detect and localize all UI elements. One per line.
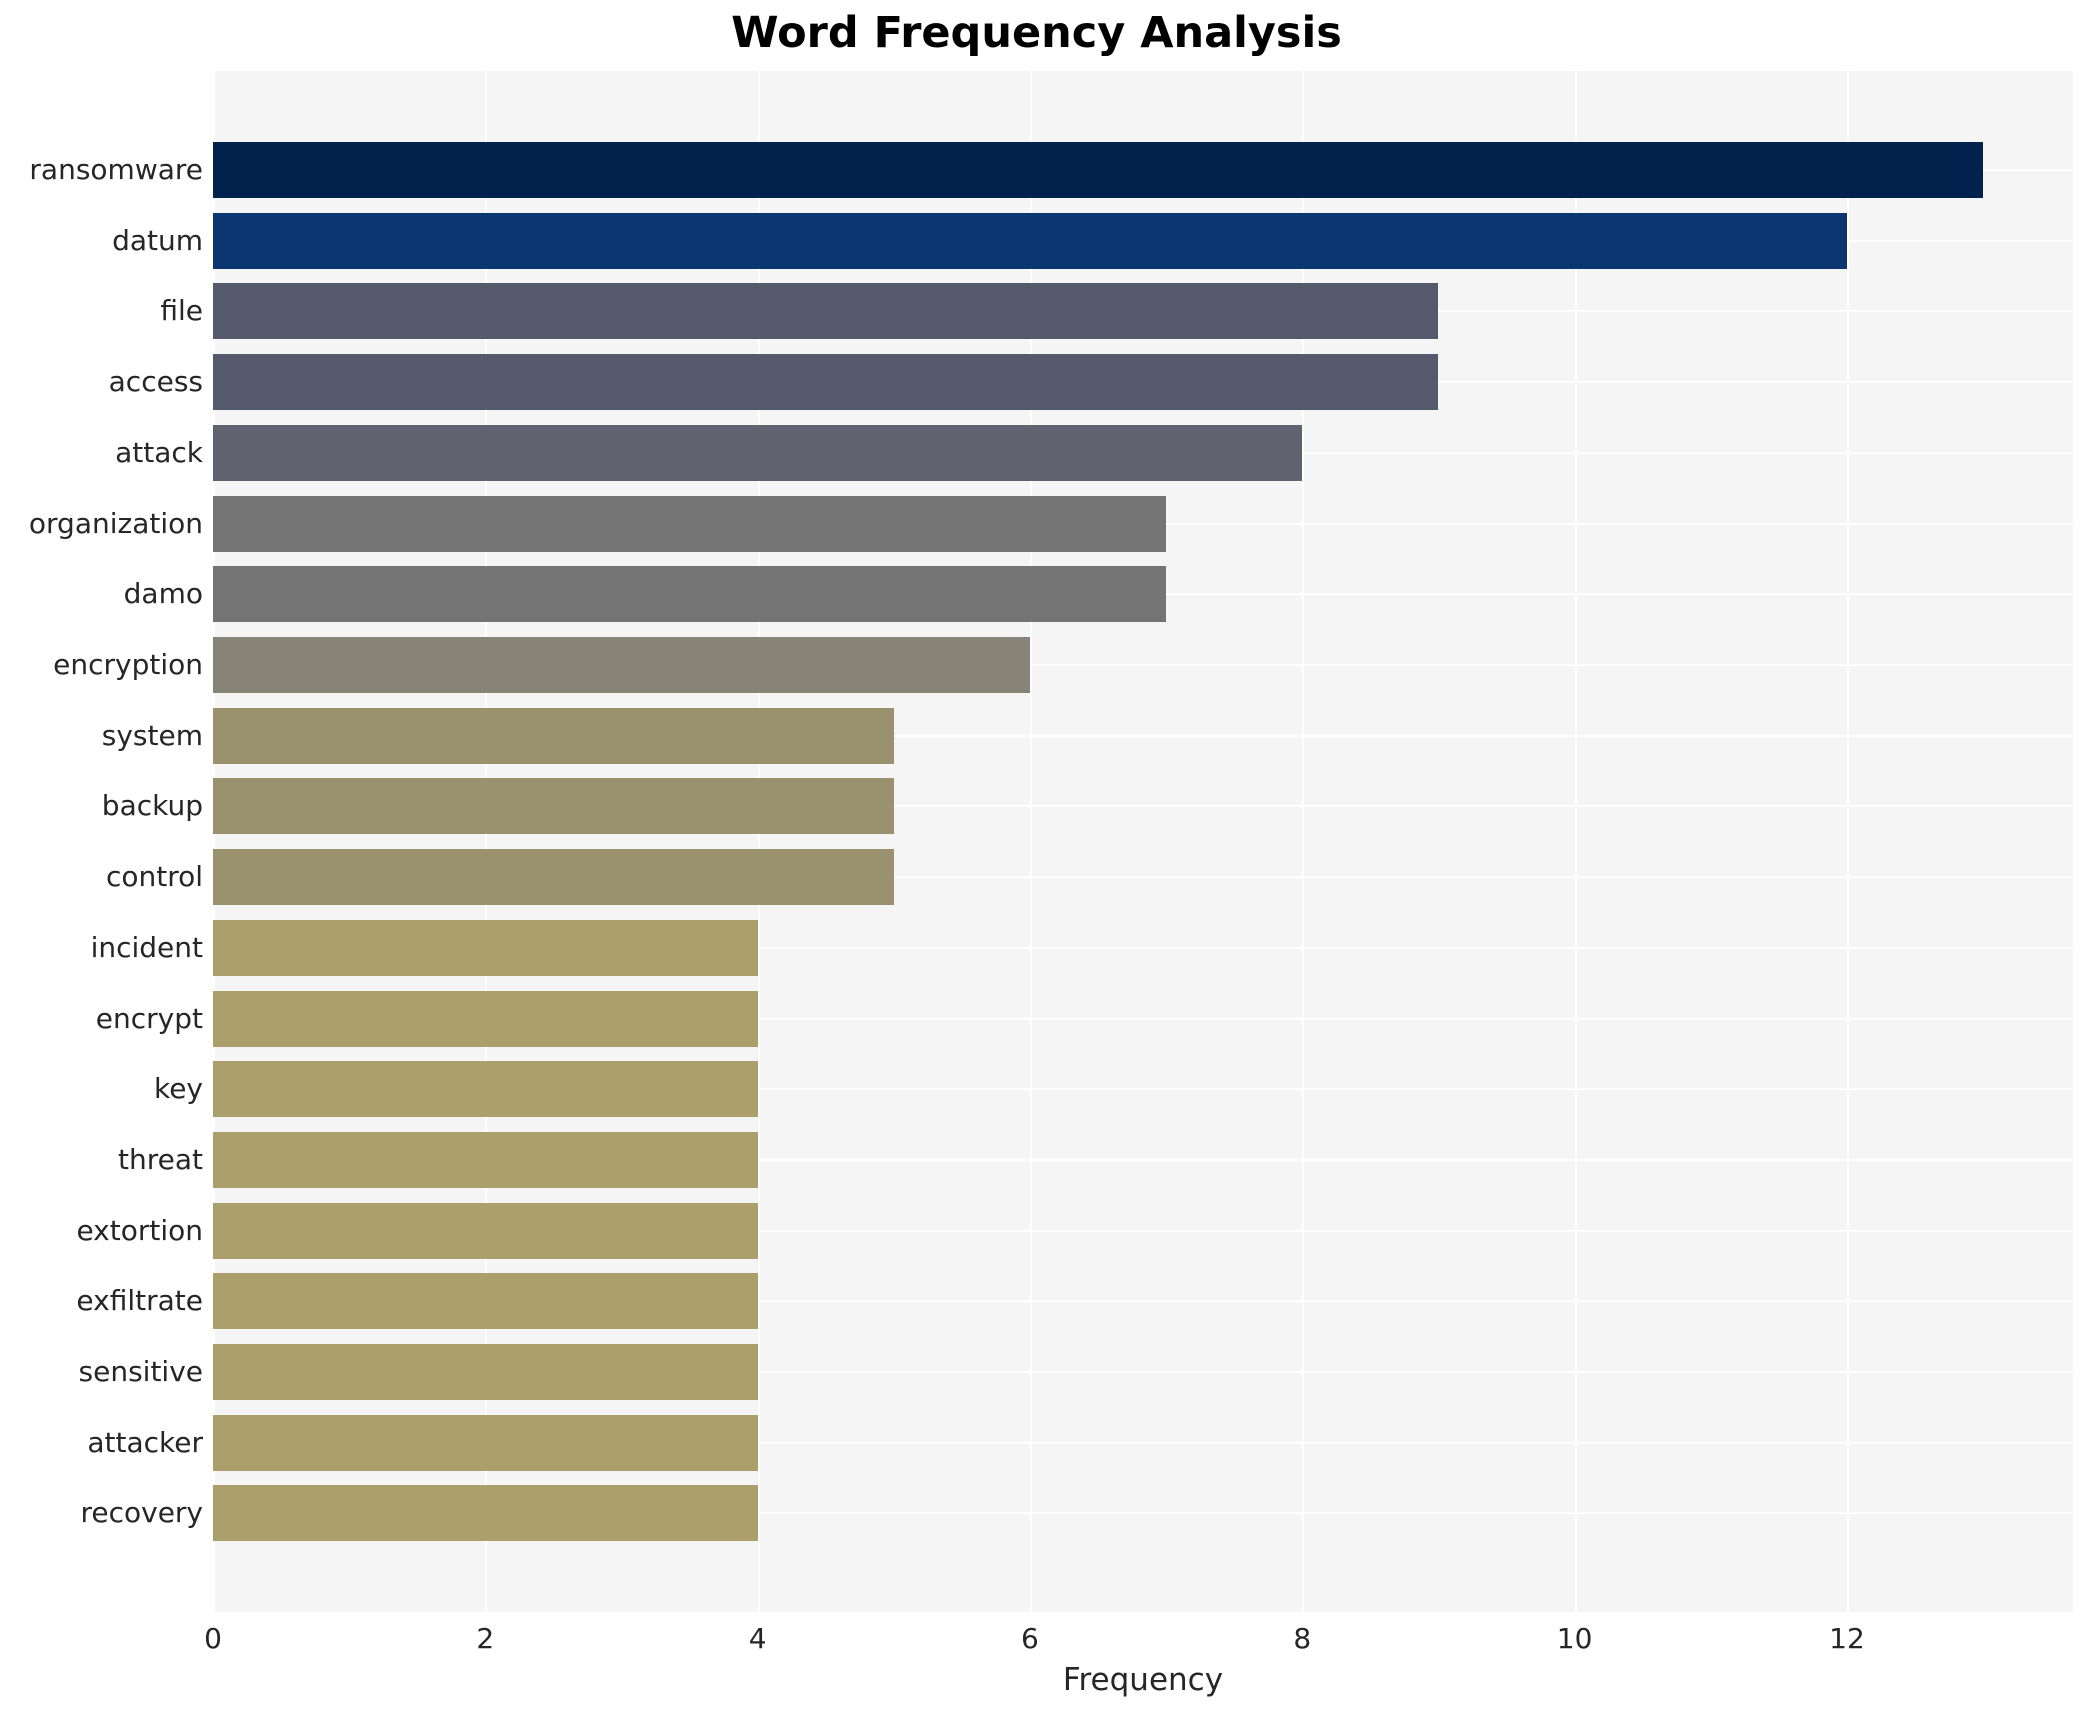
y-label-system: system (101, 718, 203, 752)
bar-key (213, 1061, 758, 1118)
y-label-recovery: recovery (80, 1496, 203, 1530)
vertical-gridline (1574, 71, 1577, 1612)
bar-datum (213, 212, 1847, 269)
bar-exfiltrate (213, 1273, 758, 1330)
horizontal-gridline (213, 734, 2073, 737)
y-label-ransomware: ransomware (29, 153, 203, 186)
vertical-gridline (1302, 71, 1305, 1612)
y-label-damo: damo (123, 577, 203, 611)
y-label-encrypt: encrypt (95, 1001, 203, 1035)
x-tick-10: 10 (1556, 1622, 1593, 1655)
bar-damo (213, 566, 1167, 623)
y-label-extortion: extortion (76, 1213, 203, 1247)
horizontal-gridline (213, 876, 2073, 879)
vertical-gridline (757, 71, 760, 1612)
x-axis-title: Frequency (1062, 1662, 1224, 1698)
horizontal-gridline (213, 1441, 2073, 1444)
y-label-key: key (153, 1072, 203, 1106)
vertical-gridline (485, 71, 488, 1612)
horizontal-gridline (213, 946, 2073, 949)
x-tick-6: 6 (1021, 1622, 1039, 1655)
horizontal-gridline (213, 1017, 2073, 1020)
x-tick-4: 4 (748, 1622, 767, 1655)
y-label-exfiltrate: exfiltrate (76, 1284, 203, 1318)
y-label-access: access (108, 365, 203, 399)
bar-encryption (213, 636, 1030, 693)
x-tick-8: 8 (1293, 1622, 1312, 1655)
y-label-encryption: encryption (53, 647, 203, 681)
bar-extortion (213, 1202, 758, 1259)
horizontal-gridline (213, 663, 2073, 666)
horizontal-gridline (213, 1512, 2073, 1515)
vertical-gridline (1029, 71, 1032, 1612)
y-label-threat: threat (118, 1142, 203, 1176)
y-label-attack: attack (115, 435, 203, 469)
bar-system (213, 707, 894, 764)
plot-area (213, 71, 2073, 1612)
y-label-file: file (160, 294, 203, 328)
bar-access (213, 354, 1439, 411)
y-label-control: control (105, 860, 203, 894)
y-label-backup: backup (101, 789, 203, 823)
horizontal-gridline (213, 1088, 2073, 1091)
bar-attack (213, 424, 1303, 481)
horizontal-gridline (213, 1371, 2073, 1374)
bar-file (213, 283, 1439, 340)
y-label-incident: incident (90, 930, 203, 964)
bar-attacker (213, 1414, 758, 1471)
vertical-gridline (213, 71, 215, 1612)
chart-title: Word Frequency Analysis (731, 8, 1342, 58)
vertical-gridline (1846, 71, 1849, 1612)
x-tick-12: 12 (1829, 1622, 1865, 1655)
horizontal-gridline (213, 1300, 2073, 1303)
x-tick-0: 0 (204, 1622, 222, 1655)
bar-threat (213, 1131, 758, 1188)
y-label-attacker: attacker (87, 1425, 203, 1459)
horizontal-gridline (213, 1229, 2073, 1232)
bar-ransomware (213, 142, 1984, 198)
x-tick-2: 2 (476, 1622, 495, 1655)
bar-backup (213, 778, 894, 835)
y-label-sensitive: sensitive (78, 1355, 203, 1389)
horizontal-gridline (213, 1158, 2073, 1161)
y-label-organization: organization (28, 506, 203, 540)
horizontal-gridline (213, 805, 2073, 808)
bar-sensitive (213, 1344, 758, 1401)
bar-recovery (213, 1485, 758, 1542)
bar-control (213, 849, 894, 906)
bar-incident (213, 919, 758, 976)
bar-encrypt (213, 990, 758, 1047)
y-label-datum: datum (112, 223, 203, 257)
bar-organization (213, 495, 1167, 552)
